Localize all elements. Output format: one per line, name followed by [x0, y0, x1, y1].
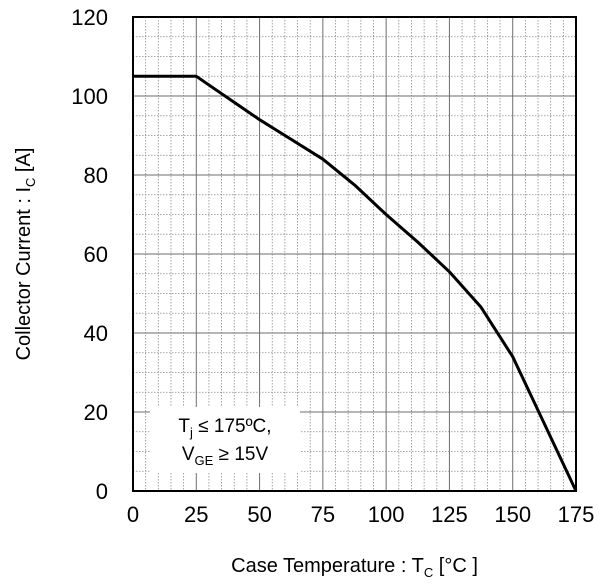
series-line — [133, 74, 578, 492]
y-axis-title-tail: [A] — [13, 148, 35, 178]
x-tick-label: 150 — [494, 502, 531, 527]
annotation-line-2-main: V — [182, 444, 195, 465]
y-tick-label: 20 — [84, 400, 108, 425]
condition-annotation: Tj ≤ 175ºC, VGE ≥ 15V — [150, 407, 300, 473]
x-tick-label: 175 — [558, 502, 595, 527]
series-layer — [133, 74, 578, 492]
annotation-background — [150, 407, 300, 473]
y-tick-label: 0 — [96, 479, 108, 504]
plot-frame — [132, 16, 577, 492]
y-axis-title-main: Collector Current : I — [13, 187, 35, 360]
x-tick-label: 50 — [247, 502, 271, 527]
y-axis-title-sub: C — [23, 178, 38, 187]
annotation-line-2-tail: ≥ 15V — [213, 444, 268, 465]
annotation-line-1-tail: ≤ 175ºC, — [193, 416, 272, 437]
x-tick-label: 125 — [431, 502, 468, 527]
annotation-line-2: VGE ≥ 15V — [182, 444, 269, 468]
y-tick-label: 80 — [84, 163, 108, 188]
x-tick-label: 75 — [311, 502, 335, 527]
annotation-line-2-sub: GE — [195, 453, 214, 468]
x-tick-labels: 0 25 50 75 100 125 150 175 — [127, 502, 594, 527]
x-axis-title-sub: C — [424, 565, 433, 580]
annotation-line-1: Tj ≤ 175ºC, — [178, 416, 271, 440]
annotation-line-1-sub: j — [189, 425, 193, 440]
annotation-line-1-main: T — [178, 416, 190, 437]
y-tick-labels: 0 20 40 60 80 100 120 — [71, 5, 108, 504]
y-axis-title: Collector Current : IC [A] — [13, 148, 38, 361]
x-tick-label: 25 — [184, 502, 208, 527]
y-tick-label: 120 — [71, 5, 108, 30]
x-axis-title: Case Temperature : TC [°C ] — [231, 555, 478, 580]
y-tick-label: 60 — [84, 242, 108, 267]
x-tick-label: 0 — [127, 502, 139, 527]
x-tick-label: 100 — [368, 502, 405, 527]
y-tick-label: 40 — [84, 321, 108, 346]
y-tick-label: 100 — [71, 84, 108, 109]
x-axis-title-tail: [°C ] — [433, 555, 478, 577]
x-axis-title-main: Case Temperature : T — [231, 555, 424, 577]
